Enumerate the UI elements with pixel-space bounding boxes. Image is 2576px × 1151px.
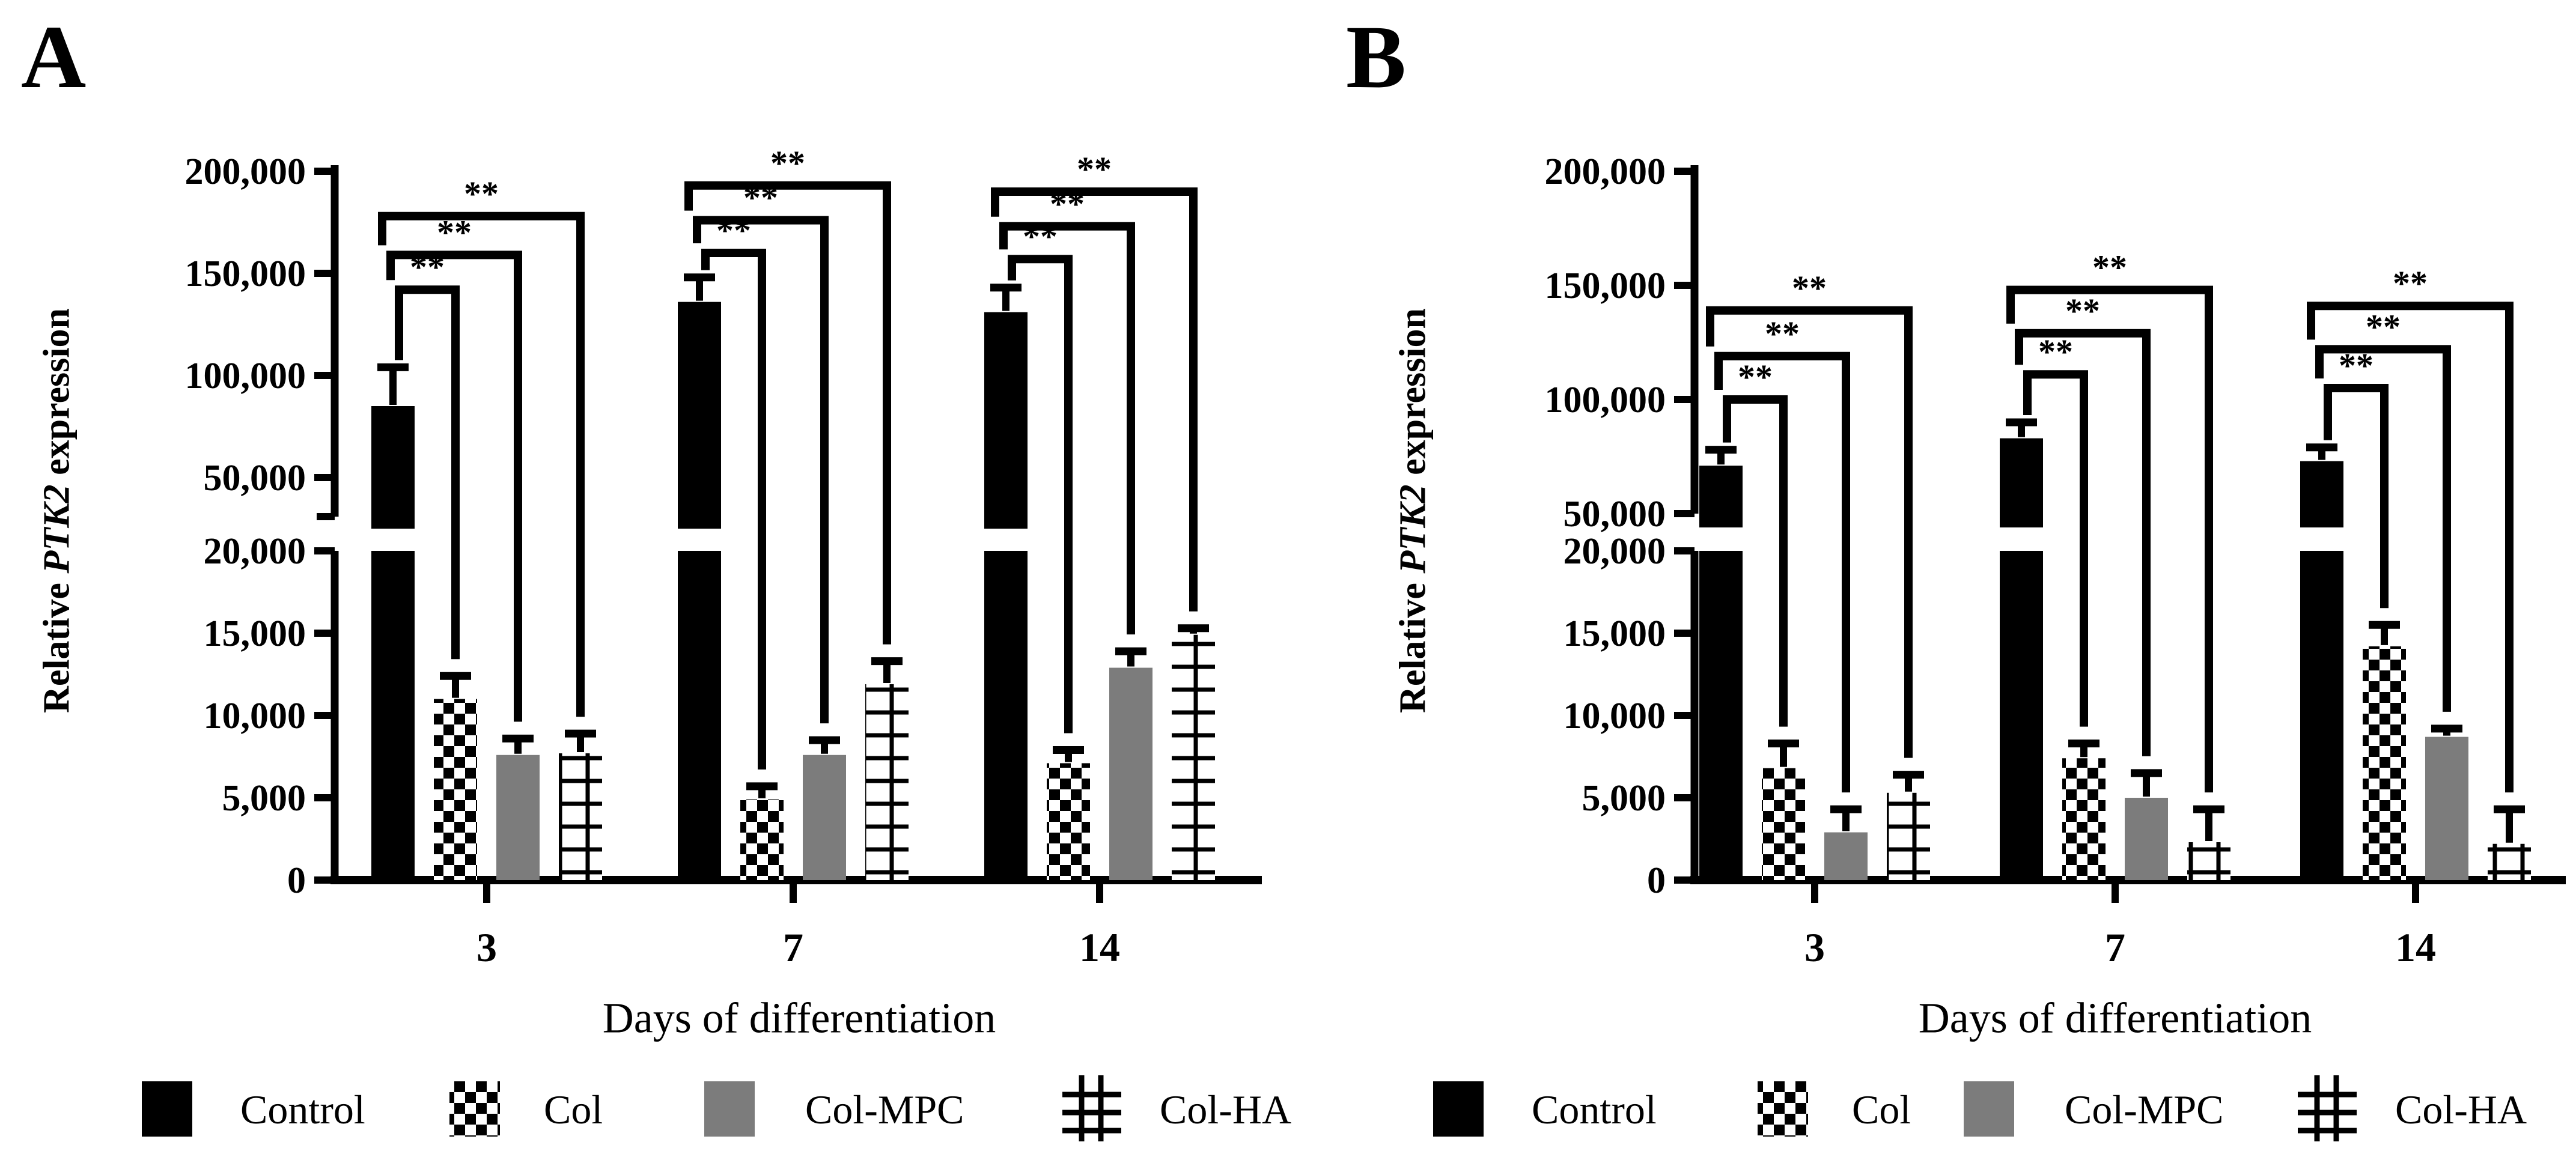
sig-label: **: [2065, 291, 2100, 330]
y-tick-label: 50,000: [1564, 494, 1666, 535]
y-tick-label: 100,000: [185, 356, 306, 396]
y-label-suffix-b: expression: [1392, 308, 1434, 485]
sig-label: **: [2038, 332, 2073, 371]
panel-a-letter: A: [21, 7, 87, 107]
y-tick-label: 0: [287, 860, 306, 901]
sig-label: **: [2393, 264, 2428, 303]
legend-swatch-colmpc: [1964, 1081, 2014, 1137]
y-label-gene-a: PTK2: [36, 484, 78, 574]
sig-label: **: [1765, 314, 1800, 353]
y-tick-label: 5,000: [222, 778, 306, 819]
bar-colmpc-day14: [1109, 667, 1153, 880]
y-tick-label: 20,000: [1564, 531, 1666, 572]
y-tick-label: 5,000: [1582, 778, 1666, 819]
bar-control-day7-upper: [678, 302, 721, 529]
legend-swatch-colha: [1062, 1075, 1121, 1141]
bar-control-day3-upper: [1699, 466, 1743, 527]
y-tick-label: 20,000: [204, 531, 306, 572]
sig-label: **: [464, 174, 499, 213]
bar-control-day14-lower: [2300, 551, 2343, 880]
y-tick-label: 15,000: [1564, 613, 1666, 654]
panel-a-chart: 50,000 100,000 150,000 200,000 0 5,000 10,000 1…: [142, 144, 1291, 1141]
y-tick-label: 100,000: [1545, 380, 1666, 421]
legend-label-col: Col: [1852, 1087, 1911, 1132]
bar-colmpc-day7: [2125, 798, 2168, 880]
legend-swatch-control: [1433, 1081, 1484, 1137]
bar-colha-day3: [559, 753, 602, 880]
bar-colmpc-day14: [2425, 736, 2468, 880]
y-label-prefix-a: Relative: [36, 573, 78, 713]
y-tick-label: 0: [1647, 860, 1666, 901]
bar-colha-day7: [2187, 842, 2230, 880]
panel-b-letter: B: [1346, 7, 1407, 107]
bar-colmpc-day3: [1824, 832, 1868, 880]
legend-label-control: Control: [1532, 1087, 1657, 1132]
x-tick-label: 3: [1804, 925, 1825, 970]
panel-b-x-axis-title: Days of differentiation: [1918, 994, 2312, 1042]
bar-col-day14: [2363, 646, 2406, 880]
y-tick-label: 15,000: [204, 613, 306, 654]
legend-label-colha: Col-HA: [2395, 1087, 2527, 1132]
bar-col-day3: [1762, 768, 1805, 880]
x-tick-label: 14: [2395, 925, 2436, 970]
x-tick-label: 3: [477, 925, 497, 970]
legend-label-colmpc: Col-MPC: [805, 1087, 964, 1132]
y-tick-label: 150,000: [1545, 266, 1666, 306]
legend-label-control: Control: [240, 1087, 365, 1132]
bar-colha-day14: [1172, 634, 1215, 880]
y-tick-label: 150,000: [185, 254, 306, 294]
bar-col-day7: [740, 799, 784, 880]
bar-control-day3-lower: [371, 551, 415, 880]
bar-colha-day3: [1887, 792, 1930, 880]
bar-colha-day7: [865, 684, 909, 880]
y-tick-label: 200,000: [185, 151, 306, 192]
bar-col-day3: [434, 699, 477, 880]
sig-label: **: [2366, 307, 2401, 346]
bar-control-day3-upper: [371, 406, 415, 529]
x-tick-label: 14: [1079, 925, 1120, 970]
y-tick-label: 10,000: [204, 696, 306, 736]
y-label-suffix-a: expression: [36, 308, 78, 485]
y-tick-label: 10,000: [1564, 696, 1666, 736]
bar-control-day14-upper: [984, 312, 1028, 529]
sig-label: **: [2092, 248, 2127, 287]
bar-control-day3-lower: [1699, 551, 1743, 880]
sig-label: **: [1077, 150, 1112, 189]
y-label-gene-b: PTK2: [1392, 484, 1434, 574]
x-tick-label: 7: [783, 925, 803, 970]
y-tick-label: 50,000: [204, 458, 306, 499]
y-label-prefix-b: Relative: [1392, 573, 1434, 713]
panel-a-x-axis-title: Days of differentiation: [602, 994, 996, 1042]
bar-control-day7-lower: [2000, 551, 2043, 880]
panel-a-y-axis-label: Relative PTK2 expression: [36, 308, 79, 713]
sig-label: **: [1792, 269, 1827, 308]
bar-colmpc-day7: [803, 755, 846, 880]
bar-colha-day14: [2488, 843, 2531, 880]
bar-col-day14: [1047, 763, 1090, 880]
panel-b-chart: 50,000 100,000 150,000 200,000 0 5,000 10,000 1…: [1433, 151, 2566, 1141]
legend-label-col: Col: [544, 1087, 603, 1132]
panel-b-y-axis-label: Relative PTK2 expression: [1392, 308, 1435, 713]
legend-swatch-col: [449, 1081, 500, 1137]
legend-label-colha: Col-HA: [1160, 1087, 1291, 1132]
bar-col-day7: [2062, 758, 2106, 880]
legend-swatch-col: [1758, 1081, 1808, 1137]
y-tick-label: 200,000: [1545, 151, 1666, 192]
sig-label: **: [1738, 357, 1773, 396]
legend-swatch-colha: [2298, 1075, 2357, 1141]
bar-colmpc-day3: [496, 755, 540, 880]
legend-swatch-colmpc: [704, 1081, 755, 1137]
bar-control-day7-upper: [2000, 438, 2043, 527]
bar-control-day7-lower: [678, 551, 721, 880]
legend-swatch-control: [142, 1081, 192, 1137]
bar-control-day14-upper: [2300, 461, 2343, 527]
bar-control-day14-lower: [984, 551, 1028, 880]
x-tick-label: 7: [2105, 925, 2125, 970]
sig-label: **: [770, 144, 805, 183]
legend-label-colmpc: Col-MPC: [2065, 1087, 2224, 1132]
